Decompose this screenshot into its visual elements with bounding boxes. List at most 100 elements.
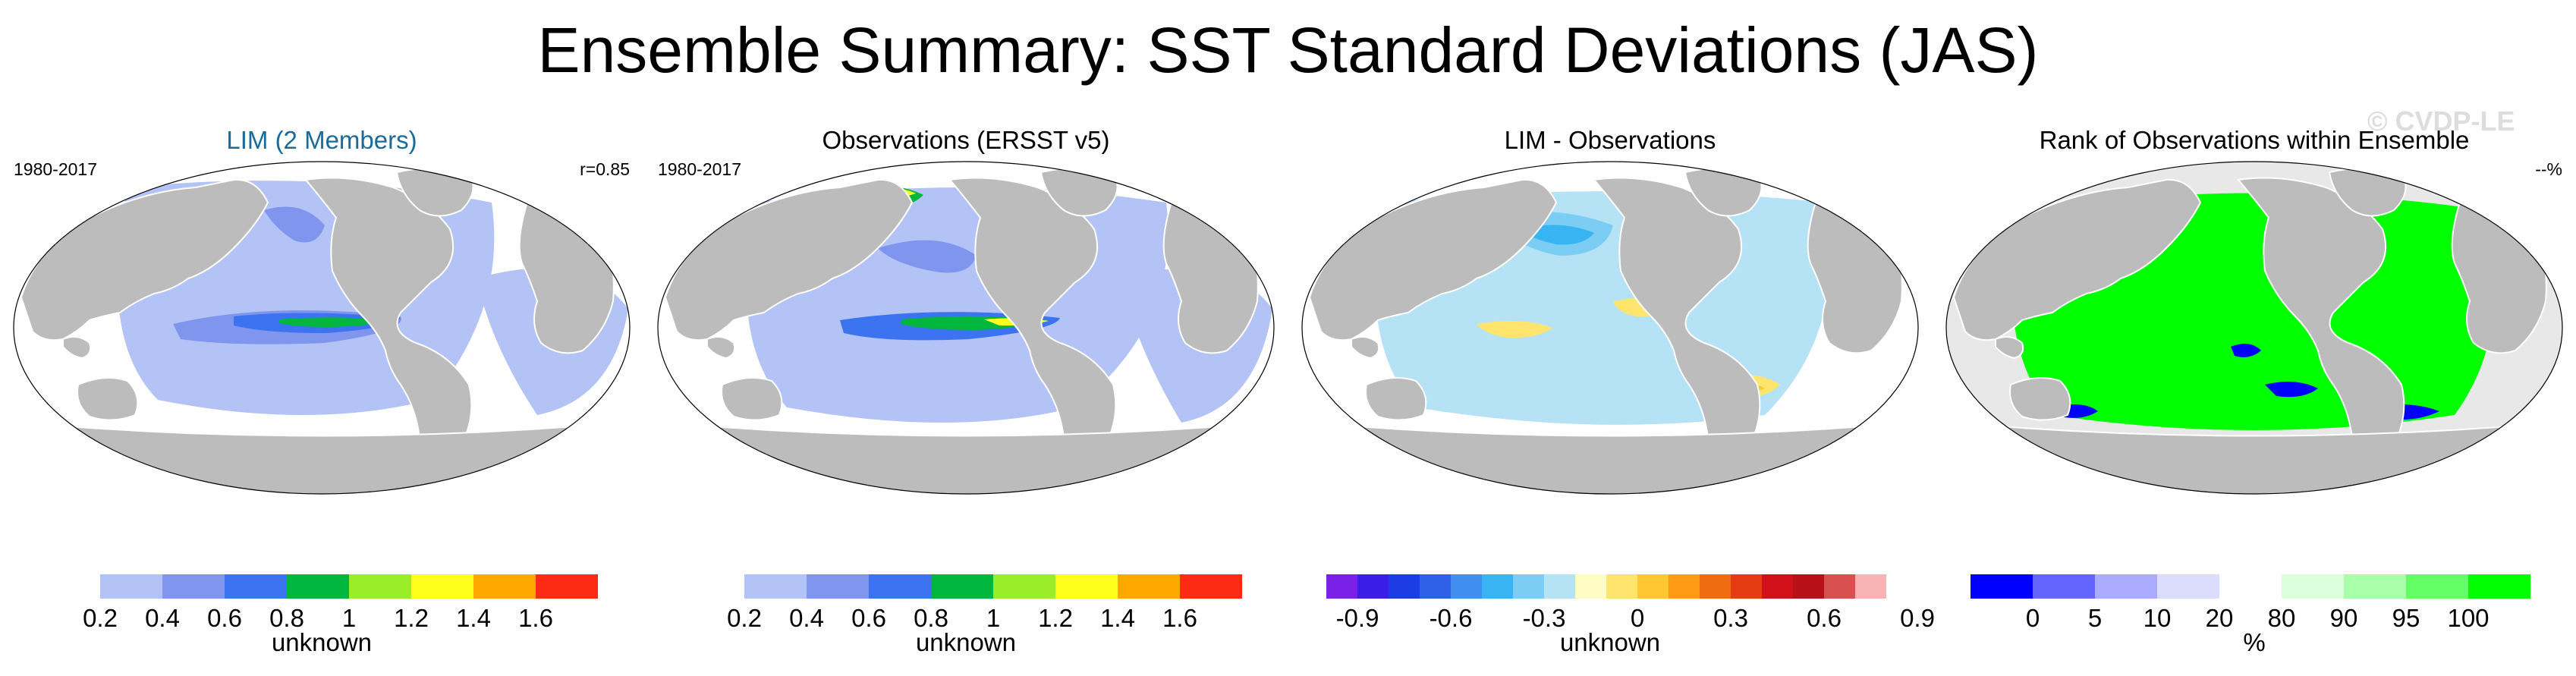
landmass-asia-europe [1952, 178, 2202, 341]
panel-difference: LIM - Observations -0.9 -0.6 -0.3 0 0.3 0.6 0.… [1288, 118, 1935, 676]
colorbar-swatch [993, 574, 1055, 599]
colorbar-tick-label: 0.2 [83, 604, 118, 632]
colorbar-swatch [1669, 574, 1700, 599]
panel-period: 1980-2017 [658, 159, 741, 179]
colorbar-tick-label: 20 [2205, 604, 2234, 632]
colorbar-swatch [682, 574, 744, 599]
colorbar-tick-label: 1.2 [1038, 604, 1073, 632]
panel-title: Rank of Observations within Ensemble [2039, 126, 2470, 154]
colorbar-swatch [411, 574, 473, 599]
landmass-maritime-asia [706, 335, 736, 360]
colorbar-tick-label: 1.6 [518, 604, 553, 632]
colorbar-swatch [1606, 574, 1637, 599]
landmass-australia [77, 377, 139, 421]
colorbar-tick-label: 80 [2267, 604, 2296, 632]
colorbar-tick-label: 0 [1630, 604, 1645, 632]
colorbar-swatch [1357, 574, 1389, 599]
colorbar-swatch [2282, 574, 2344, 599]
colorbar-swatch [2095, 574, 2157, 599]
colorbar-tick-label: 0.9 [1900, 604, 1935, 632]
colorbar [1971, 574, 2530, 599]
colorbar-swatch [931, 574, 993, 599]
colorbar-tick-label: 1.4 [456, 604, 491, 632]
landmass-asia-europe [20, 178, 269, 341]
colorbar-swatch [2033, 574, 2095, 599]
colorbar-tick-label: 0.4 [145, 604, 180, 632]
landmass-australia [1365, 377, 1427, 421]
panel-observations: Observations (ERSST v5) 1980-2017 0.2 0.4… [644, 118, 1288, 676]
colorbar-tick-label: 0 [2025, 604, 2040, 632]
colorbar-tick-label: 95 [2392, 604, 2420, 632]
colorbar-swatch [1762, 574, 1793, 599]
colorbar-swatch [162, 574, 225, 599]
landmass-australia [2009, 377, 2071, 421]
colorbar-swatch [2157, 574, 2219, 599]
map-outline [1301, 161, 1919, 495]
world-map [657, 161, 1275, 495]
colorbar-swatch [1824, 574, 1855, 599]
colorbar-swatch [1513, 574, 1544, 599]
colorbar-swatch [744, 574, 807, 599]
colorbar-swatch [1544, 574, 1575, 599]
landmass-maritime-asia [1995, 335, 2024, 360]
colorbar-tick-label: 0.8 [269, 604, 304, 632]
colorbar-swatch [1793, 574, 1824, 599]
colorbar-swatch [473, 574, 536, 599]
colorbar-swatch [1180, 574, 1242, 599]
panel-title[interactable]: LIM (2 Members) [226, 126, 417, 154]
world-map [13, 161, 631, 495]
colorbar-swatch [38, 574, 100, 599]
colorbar-swatch [1389, 574, 1420, 599]
world-map [1301, 161, 1919, 495]
landmass-maritime-asia [1351, 335, 1380, 360]
colorbar-units: % [2243, 628, 2266, 656]
panel-stat: --% [2535, 159, 2562, 179]
colorbar-swatch [807, 574, 869, 599]
colorbar-swatch [2468, 574, 2530, 599]
colorbar-swatch [2406, 574, 2468, 599]
field-region-2 [878, 240, 977, 273]
colorbar-units: unknown [271, 628, 373, 656]
map-outline [13, 161, 631, 495]
colorbar-tick-label: -0.3 [1522, 604, 1566, 632]
colorbar-tick-label: 1.6 [1162, 604, 1197, 632]
colorbar-swatch [1575, 574, 1606, 599]
landmass-asia-europe [1308, 178, 1558, 341]
world-map [1945, 161, 2563, 495]
colorbar-units: unknown [915, 628, 1017, 656]
colorbar-tick-label: -0.9 [1335, 604, 1379, 632]
landmass-asia-europe [664, 178, 914, 341]
panel-correlation: r=0.85 [580, 159, 630, 179]
colorbar-tick-label: 100 [2447, 604, 2490, 632]
field-region-5 [264, 206, 325, 243]
landmass-australia [721, 377, 783, 421]
colorbar-tick-label: 90 [2329, 604, 2358, 632]
colorbar [38, 574, 598, 599]
colorbar-swatch [287, 574, 349, 599]
field-region-1 [2231, 344, 2261, 357]
colorbar [682, 574, 1242, 599]
colorbar-swatch [1451, 574, 1482, 599]
colorbar-tick-label: 5 [2087, 604, 2103, 632]
colorbar-swatch [1637, 574, 1669, 599]
colorbar-swatch [869, 574, 931, 599]
map-outline [657, 161, 1275, 495]
map-outline [1945, 161, 2563, 495]
figure-title: Ensemble Summary: SST Standard Deviation… [537, 14, 2039, 86]
colorbar-tick-label: 1 [341, 604, 357, 632]
colorbar-swatch [1055, 574, 1118, 599]
panel-rank: Rank of Observations within Ensemble --%… [1933, 118, 2576, 676]
colorbar-tick-label: 0.2 [727, 604, 762, 632]
landmass-maritime-asia [62, 335, 92, 360]
colorbar-swatch [1855, 574, 1886, 599]
colorbar-swatch [1420, 574, 1451, 599]
colorbar-swatch [536, 574, 598, 599]
colorbar-swatch [1482, 574, 1513, 599]
panel-title: Observations (ERSST v5) [822, 126, 1110, 154]
colorbar-tick-label: 0.3 [1713, 604, 1748, 632]
panel-period: 1980-2017 [14, 159, 97, 179]
colorbar-swatch [225, 574, 287, 599]
colorbar-tick-label: 0.8 [914, 604, 948, 632]
field-region-4 [279, 317, 385, 327]
colorbar-swatch [2219, 574, 2282, 599]
